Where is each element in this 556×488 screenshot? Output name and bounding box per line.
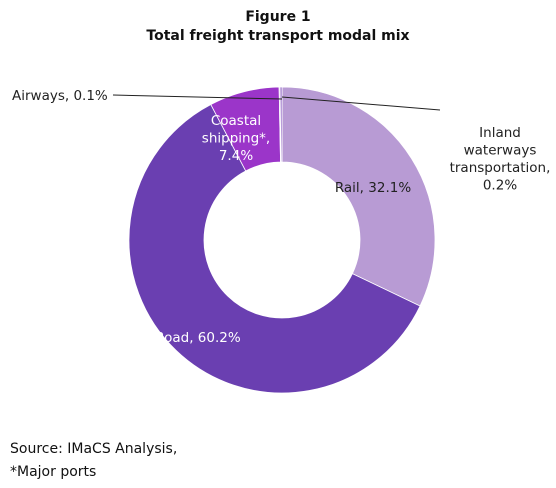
data-label-airways: Airways, 0.1%	[12, 88, 108, 104]
data-label-road: Road, 60.2%	[155, 330, 241, 346]
chart-header: Figure 1 Total freight transport modal m…	[0, 8, 556, 46]
source-note: Source: IMaCS Analysis,	[10, 441, 178, 457]
footnote: *Major ports	[10, 464, 97, 480]
leader-line-airways	[112, 94, 283, 100]
data-label-coastal-shipping: Coastal shipping*, 7.4%	[202, 113, 270, 164]
chart-footer: Source: IMaCS Analysis, *Major ports	[10, 438, 177, 484]
figure-label: Figure 1	[245, 9, 311, 25]
slice-inland-waterways-transportation	[279, 86, 283, 163]
leader-line-inland-waterways-transportation	[281, 96, 441, 111]
slice-rail	[281, 86, 436, 307]
slice-road	[128, 104, 421, 394]
donut-chart: Rail, 32.1% Road, 60.2% Coastal shipping*, 7…	[12, 86, 551, 394]
data-label-inland-waterways-transportation: Inland waterways transportation, 0.2%	[450, 125, 551, 194]
data-label-rail: Rail, 32.1%	[335, 180, 411, 196]
chart-title: Total freight transport modal mix	[146, 28, 410, 44]
